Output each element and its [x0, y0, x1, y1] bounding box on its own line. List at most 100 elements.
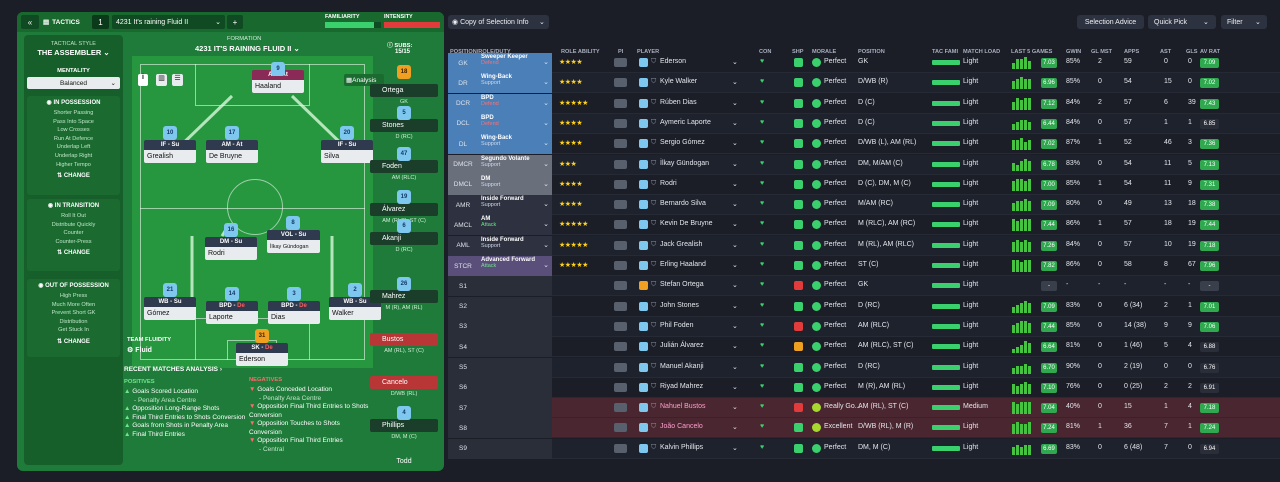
analysis-button[interactable]: ▦ Analysis — [344, 74, 384, 86]
position-slot[interactable]: DCR — [448, 93, 478, 114]
chevron-down-icon[interactable]: ⌄ — [732, 404, 738, 412]
col-tac-fami[interactable]: TAC FAMI — [932, 49, 958, 55]
player-name[interactable]: Julián Álvarez — [660, 342, 704, 350]
sub-bustos[interactable]: Bustos — [370, 333, 438, 346]
table-row[interactable]: S6 ⛉ Riyad Mahrez ⌄ ♥ Perfect M (R), AM (RL) Li… — [448, 377, 1280, 398]
position-slot[interactable]: S1 — [448, 276, 478, 297]
pi-icon[interactable] — [614, 261, 627, 270]
pi-icon[interactable] — [614, 301, 627, 311]
table-row[interactable]: DCR BPD Defend ⌄ ★★★★★ ⛉ Rúben Dias ⌄ ♥ Perfect D … — [448, 93, 1280, 114]
tactic-slot-number[interactable]: 1 — [92, 15, 109, 29]
player-name[interactable]: John Stones — [660, 301, 699, 309]
position-slot[interactable]: DMCR — [448, 154, 478, 175]
chevron-down-icon[interactable]: ⌄ — [732, 99, 738, 107]
sub-ortega[interactable]: Ortega — [370, 84, 438, 97]
position-slot[interactable]: S2 — [448, 296, 478, 317]
info-icon[interactable]: i — [138, 74, 148, 86]
player-card-laporte[interactable]: BPD - De Laporte 14 — [206, 287, 258, 326]
mentality-select[interactable]: Balanced ⌄ — [27, 77, 120, 89]
position-slot[interactable]: AML — [448, 235, 478, 256]
chevron-down-icon[interactable]: ⌄ — [732, 444, 738, 452]
role-duty-select[interactable]: AM Attack ⌄ — [478, 215, 552, 236]
col-position-role[interactable]: POSITION/ROLE/DUTY — [450, 49, 511, 55]
table-row[interactable]: DMCR Segundo Volante Support ⌄ ★★★ ⛉ İlkay Gün… — [448, 154, 1280, 175]
player-name[interactable]: Manuel Akanji — [660, 362, 704, 370]
player-name[interactable]: İlkay Gündogan — [660, 159, 710, 167]
col-av-rat[interactable]: AV RAT — [1200, 49, 1220, 55]
quick-pick-button[interactable]: Quick Pick ⌄ — [1148, 15, 1216, 29]
player-card-de-bruyne[interactable]: AM - At De Bruyne 17 — [206, 126, 258, 165]
role-duty-select[interactable]: Advanced Forward Attack ⌄ — [478, 256, 552, 276]
pi-icon[interactable] — [614, 220, 627, 230]
pi-icon[interactable] — [614, 281, 627, 291]
position-slot[interactable]: AMCL — [448, 215, 478, 236]
back-button[interactable]: « — [21, 15, 39, 29]
col-morale[interactable]: MORALE — [812, 49, 837, 55]
table-row[interactable]: GK Sweeper Keeper Defend ⌄ ★★★★ ⛉ Ederson ⌄ ♥ Per… — [448, 53, 1280, 73]
position-slot[interactable]: S7 — [448, 398, 478, 419]
table-row[interactable]: S4 ⛉ Julián Álvarez ⌄ ♥ Perfect AM (RLC), ST (… — [448, 337, 1280, 358]
sub-mahrez[interactable]: Mahrez — [370, 290, 438, 303]
role-duty-select[interactable]: BPD Defend ⌄ — [478, 113, 552, 134]
player-card-gomez[interactable]: WB - Su Gómez 21 — [144, 283, 196, 322]
player-card-walker[interactable]: WB - Su Walker 2 — [329, 283, 381, 322]
chevron-down-icon[interactable]: ⌄ — [732, 59, 738, 66]
pi-icon[interactable] — [614, 200, 627, 210]
position-slot[interactable]: S6 — [448, 377, 478, 398]
player-name[interactable]: Sergio Gómez — [660, 139, 705, 147]
player-name[interactable]: Ederson — [660, 58, 687, 65]
position-slot[interactable]: DCL — [448, 113, 478, 134]
add-tactic-button[interactable]: + — [227, 15, 243, 29]
chevron-down-icon[interactable]: ⌄ — [732, 221, 738, 229]
role-duty-select[interactable]: BPD Defend ⌄ — [478, 93, 552, 114]
table-row[interactable]: S2 ⛉ John Stones ⌄ ♥ Perfect D (RC) Light 7.09 83… — [448, 296, 1280, 317]
sub-foden[interactable]: Foden — [370, 160, 438, 173]
sub-stones[interactable]: Stones — [370, 119, 438, 132]
player-card-ederson[interactable]: SK - De Ederson 31 — [236, 329, 288, 368]
player-card-rodri[interactable]: DM - Su Rodri 16 — [205, 223, 257, 262]
style-name[interactable]: THE ASSEMBLER ⌄ — [24, 48, 123, 57]
chevron-down-icon[interactable]: ⌄ — [732, 201, 738, 209]
pi-icon[interactable] — [614, 423, 627, 433]
position-slot[interactable]: DR — [448, 73, 478, 94]
chevron-down-icon[interactable]: ⌄ — [732, 180, 738, 188]
table-row[interactable]: STCR Advanced Forward Attack ⌄ ★★★★★ ⛉ Erling … — [448, 256, 1280, 276]
col-apps[interactable]: APPS — [1124, 49, 1140, 55]
table-row[interactable]: S9 ⛉ Kalvin Phillips ⌄ ♥ Perfect DM, M (C) Ligh… — [448, 438, 1280, 459]
table-row[interactable]: DCL BPD Defend ⌄ ★★★★ ⛉ Aymeric Laporte ⌄ ♥ Perfe… — [448, 113, 1280, 134]
col-gl-mst[interactable]: GL MST — [1091, 49, 1113, 55]
role-duty-select[interactable]: Wing-Back Support ⌄ — [478, 73, 552, 94]
sub-akanji[interactable]: Akanji — [370, 232, 438, 245]
sub-todd[interactable]: Todd — [396, 458, 412, 465]
player-card-silva[interactable]: IF - Su Silva 20 — [321, 126, 373, 165]
sub-alvarez[interactable]: Álvarez — [370, 203, 438, 216]
position-slot[interactable]: S8 — [448, 418, 478, 439]
role-duty-select[interactable]: Inside Forward Support ⌄ — [478, 235, 552, 256]
recent-matches-analysis[interactable]: RECENT MATCHES ANALYSIS › — [124, 366, 222, 373]
position-slot[interactable]: AMR — [448, 195, 478, 216]
col-pi[interactable]: PI — [618, 49, 624, 55]
in-transition-change-button[interactable]: ⇅ CHANGE — [27, 249, 120, 256]
pi-icon[interactable] — [614, 179, 627, 189]
position-slot[interactable]: S4 — [448, 337, 478, 358]
chevron-down-icon[interactable]: ⌄ — [732, 282, 738, 290]
filter-button[interactable]: Filter ⌄ — [1221, 15, 1267, 29]
table-row[interactable]: AMR Inside Forward Support ⌄ ★★★★ ⛉ Bernardo S… — [448, 195, 1280, 216]
table-row[interactable]: S7 ⛉ Nahuel Bustos ⌄ ♥ Really Go... AM (RL), S… — [448, 398, 1280, 419]
chevron-down-icon[interactable]: ⌄ — [732, 322, 738, 330]
table-row[interactable]: DL Wing-Back Support ⌄ ★★★★ ⛉ Sergio Gómez ⌄ ♥ Pe… — [448, 134, 1280, 155]
player-name[interactable]: Kevin De Bruyne — [660, 220, 713, 228]
player-name[interactable]: Kyle Walker — [660, 78, 698, 86]
table-row[interactable]: S3 ⛉ Phil Foden ⌄ ♥ Perfect AM (RLC) Light 7.44 8… — [448, 316, 1280, 337]
col-shp[interactable]: SHP — [792, 49, 804, 55]
position-slot[interactable]: DMCL — [448, 174, 478, 195]
chevron-down-icon[interactable]: ⌄ — [732, 241, 738, 249]
table-row[interactable]: S5 ⛉ Manuel Akanji ⌄ ♥ Perfect D (RC) Light 6.70… — [448, 357, 1280, 378]
player-name[interactable]: Bernardo Silva — [660, 200, 706, 208]
player-name[interactable]: João Cancelo — [660, 423, 703, 431]
table-row[interactable]: DMCL DM Support ⌄ ★★★★ ⛉ Rodri ⌄ ♥ Perfect D (C), … — [448, 174, 1280, 195]
player-name[interactable]: Rodri — [660, 179, 677, 187]
role-duty-select[interactable]: Wing-Back Support ⌄ — [478, 134, 552, 155]
col-con[interactable]: CON — [759, 49, 772, 55]
position-slot[interactable]: STCR — [448, 256, 478, 276]
